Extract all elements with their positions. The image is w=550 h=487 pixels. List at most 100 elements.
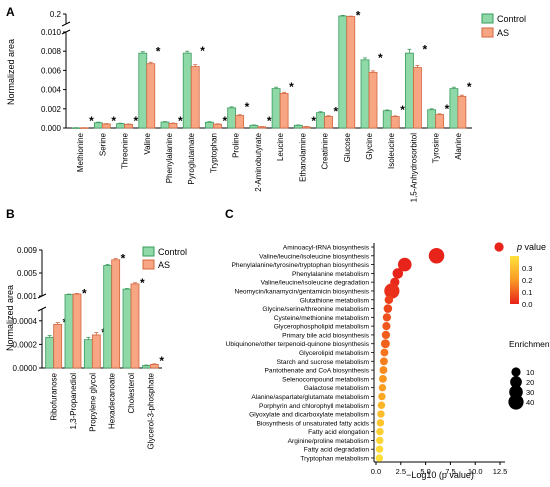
pathway-label: Tryptophan metabolism — [300, 456, 369, 463]
pathway-bubble — [397, 257, 412, 272]
x-tick-label: 10.0 — [468, 467, 483, 476]
bar-as — [91, 334, 101, 369]
x-tick-label: Methionine — [76, 132, 85, 172]
pathway-label: Biosynthesis of unsaturated fatty acids — [256, 420, 369, 427]
x-tick-label: Glucose — [343, 132, 352, 162]
pathway-label: Primary bile acid biosynthesis — [282, 332, 370, 339]
bar-control — [293, 124, 303, 129]
significance-star: * — [267, 114, 272, 128]
bar-control — [316, 112, 325, 129]
y-tick-label: 0.008 — [41, 47, 62, 56]
bar-control — [449, 88, 459, 129]
size-legend-bubble — [510, 376, 522, 388]
panel-c-chart: −Log10 (p value) p value Enrichment Rati… — [226, 242, 550, 480]
bar-as — [53, 323, 63, 369]
pathway-bubble — [375, 454, 384, 462]
x-tick-label: Pyroglutamate — [187, 132, 196, 184]
significance-star: * — [111, 114, 116, 128]
bar-control — [271, 88, 281, 129]
bar-as — [190, 66, 200, 129]
bar-as — [324, 116, 333, 129]
significance-star: * — [422, 42, 427, 56]
x-tick-label: Glycerol-3-phosphate — [146, 372, 155, 449]
x-tick-label: Cholesterol — [127, 373, 136, 414]
panel-label-b: B — [6, 207, 15, 221]
bar-control — [249, 124, 259, 129]
size-legend-label: 30 — [526, 388, 534, 397]
pathway-bubble — [380, 348, 389, 357]
bar-control — [382, 110, 392, 129]
bar-control — [141, 365, 151, 369]
pathway-label: Starch and sucrose metabolism — [277, 359, 370, 366]
bar-control — [338, 15, 348, 129]
significance-star: * — [156, 45, 161, 59]
panel-b-legend: Control AS — [142, 246, 187, 270]
size-legend-title: Enrichment Ratio — [509, 339, 550, 349]
legend-swatch-control — [481, 13, 494, 24]
color-legend-title-rest: value — [522, 242, 546, 252]
significance-star: * — [121, 252, 126, 266]
x-tick-label: 0.0 — [371, 467, 381, 476]
bar-as — [149, 364, 159, 369]
x-tick-label: Isoleucine — [387, 132, 396, 169]
pathway-label: Phenylalanine metabolism — [292, 271, 369, 278]
x-tick-label: Glycine — [365, 132, 374, 159]
x-tick-label: Leucine — [276, 132, 285, 161]
pathway-bubble — [392, 268, 404, 279]
bar-as — [368, 71, 378, 129]
significance-star: * — [245, 100, 250, 114]
x-tick-label: Threonine — [121, 132, 130, 169]
y-tick-label: 0.0002 — [13, 340, 38, 349]
y-tick-label: 0.2 — [50, 10, 62, 19]
bar-as — [435, 114, 445, 129]
color-bar-tick: 0.0 — [522, 300, 532, 309]
pathway-bubble — [379, 374, 387, 383]
pathway-bubble — [384, 295, 394, 305]
color-legend-title: p value — [516, 242, 546, 252]
significance-star: * — [178, 114, 183, 128]
significance-star: * — [378, 51, 383, 65]
pathway-label: Valine/leucine/isoleucine biosynthesis — [259, 253, 370, 260]
bar-as — [130, 283, 140, 369]
x-tick-label: Ribofuranose — [50, 372, 59, 420]
legend-swatch-as — [142, 259, 155, 270]
pathway-label: Galactose metabolism — [304, 385, 370, 392]
bar-control — [138, 52, 148, 129]
bar-as — [168, 122, 178, 129]
color-bar-tick: 0.2 — [522, 276, 532, 285]
bar-as — [213, 123, 222, 129]
panel-label-a: A — [6, 5, 15, 19]
y-tick-label: 0.009 — [17, 246, 38, 255]
x-tick-label: Ethanolamine — [298, 132, 307, 181]
x-tick-label: Phenylalanine — [165, 132, 174, 183]
bar-control — [93, 122, 103, 129]
size-legend-label: 10 — [526, 368, 534, 377]
color-bar-tick: 0.1 — [522, 288, 532, 297]
x-tick-label: 1,3-Propanediol — [69, 373, 78, 430]
pathway-label: Glutathione metabolism — [300, 297, 370, 304]
legend-label-as: AS — [497, 28, 509, 38]
bar-as — [257, 126, 267, 129]
pathway-bubble — [376, 427, 384, 436]
bar-control — [427, 109, 437, 129]
pathway-label: Selenocompound metabolism — [282, 376, 369, 383]
pathway-label: Alanine/aspartate/glutamate metabolism — [251, 394, 369, 401]
legend-label-control: Control — [497, 14, 526, 24]
significance-star: * — [445, 102, 450, 116]
size-legend-label: 20 — [526, 378, 534, 387]
pathway-label: Glycerophospholipid metabolism — [274, 324, 370, 331]
pathway-label: Fatty acid elongation — [308, 429, 369, 436]
legend-swatch-as — [481, 27, 494, 38]
pathway-bubble — [381, 330, 391, 340]
y-tick-label: 0.002 — [41, 105, 62, 114]
bar-as — [72, 293, 82, 369]
pathway-bubble — [494, 242, 504, 252]
bar-as — [301, 126, 311, 129]
pathway-label: Porphyrin and chlorophyll metabolism — [259, 403, 369, 410]
pathway-bubble — [379, 366, 388, 375]
y-tick-label: 0.0000 — [13, 364, 38, 373]
panel-a-chart: Normalized area Control AS 0.000 0.002 0.0… — [6, 8, 526, 202]
size-legend-bubble — [508, 394, 524, 410]
pathway-label: Glyoxylate and dicarboxylate metabolism — [249, 412, 369, 419]
bar-control — [116, 123, 125, 129]
